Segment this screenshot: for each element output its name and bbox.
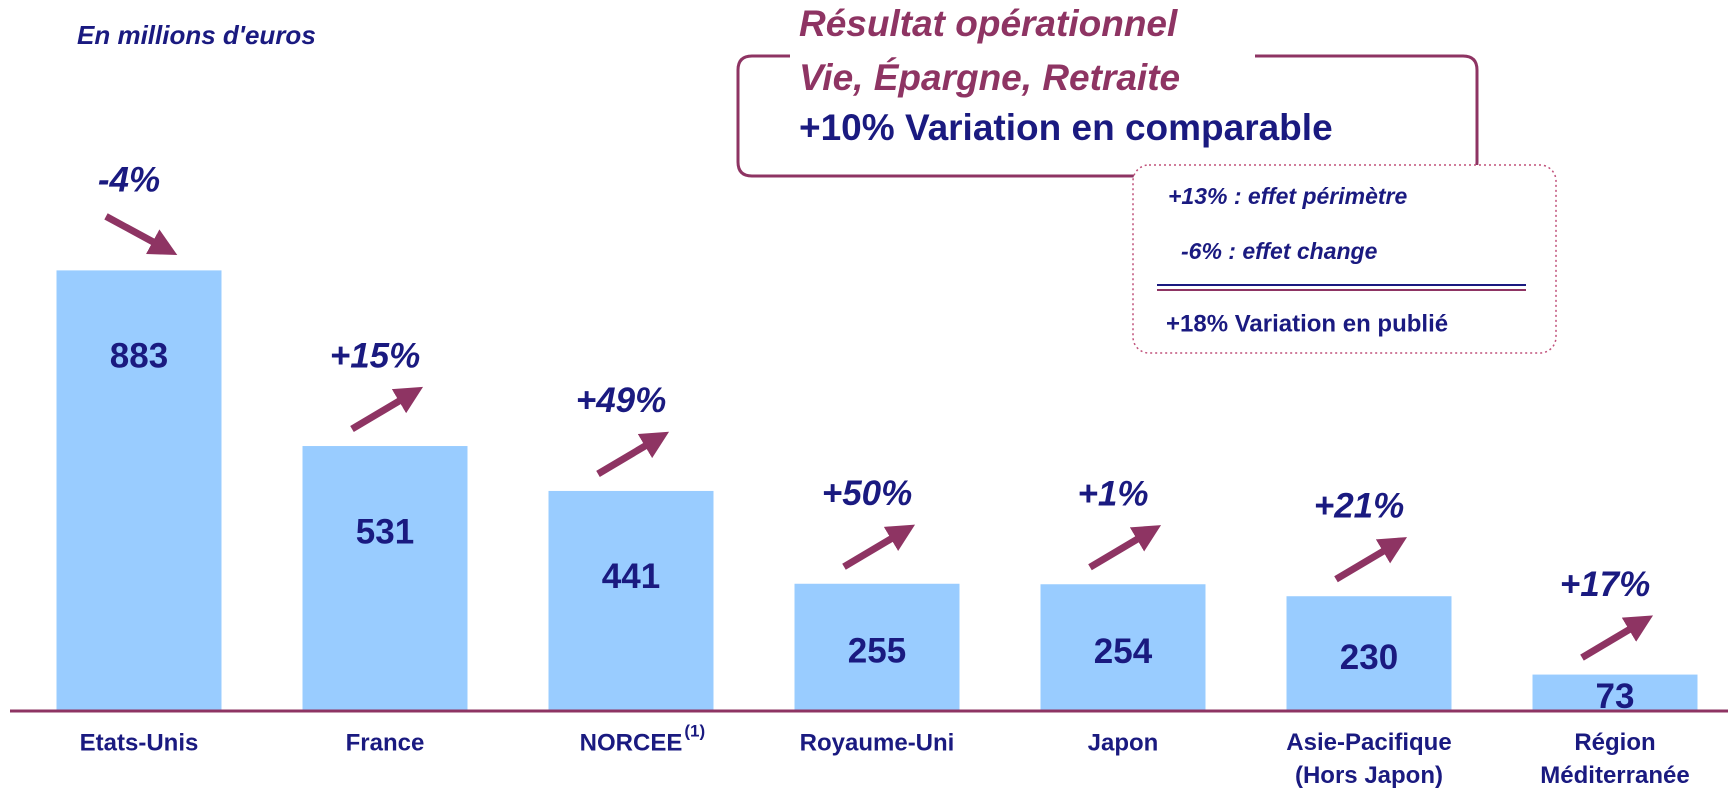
x-tick-label: Asie-Pacifique (Hors Japon)	[1286, 729, 1451, 789]
change-label: +21%	[1314, 486, 1405, 525]
breakdown-item: -6% : effet change	[1181, 238, 1378, 264]
bar	[302, 446, 468, 711]
change-arrow	[1088, 525, 1162, 571]
bar	[1040, 584, 1206, 711]
bar	[548, 490, 714, 711]
headline: +10% Variation en comparable	[799, 107, 1333, 148]
title-line: Vie, Épargne, Retraite	[799, 57, 1180, 98]
bar	[1532, 674, 1698, 711]
value-label: 255	[848, 632, 906, 671]
category-note: (1)	[684, 721, 705, 740]
x-tick-label: Etats-Unis	[80, 729, 199, 756]
value-label: 883	[110, 337, 168, 376]
change-arrow	[842, 524, 916, 570]
change-arrow	[596, 431, 670, 477]
x-tick-label: NORCEE	[580, 729, 683, 756]
change-label: +15%	[330, 336, 421, 375]
x-tick-label: Royaume-Uni	[800, 729, 955, 756]
title-line: Résultat opérationnel	[799, 3, 1178, 44]
x-tick-label: Japon	[1088, 729, 1159, 756]
change-arrow	[350, 386, 424, 433]
bar	[794, 583, 960, 711]
value-label: 254	[1094, 632, 1153, 671]
x-tick-label: Région Méditerranée	[1540, 729, 1689, 789]
change-label: -4%	[98, 161, 160, 200]
change-arrow	[1580, 615, 1654, 661]
bar	[1286, 596, 1452, 711]
value-label: 441	[602, 557, 660, 596]
change-label: +17%	[1560, 565, 1651, 604]
change-label: +1%	[1077, 475, 1148, 514]
breakdown-box	[1132, 164, 1557, 354]
change-label: +50%	[822, 474, 913, 513]
breakdown-item: +13% : effet périmètre	[1168, 183, 1407, 209]
title-box	[736, 54, 1479, 178]
x-tick-label: France	[346, 729, 425, 756]
change-arrow	[1334, 537, 1408, 583]
value-label: 531	[356, 512, 414, 551]
change-label: +49%	[576, 381, 667, 420]
change-arrow	[104, 213, 178, 256]
bar	[56, 270, 222, 711]
subtitle: En millions d'euros	[77, 20, 316, 50]
breakdown-total: +18% Variation en publié	[1166, 310, 1448, 337]
value-label: 230	[1340, 638, 1398, 677]
